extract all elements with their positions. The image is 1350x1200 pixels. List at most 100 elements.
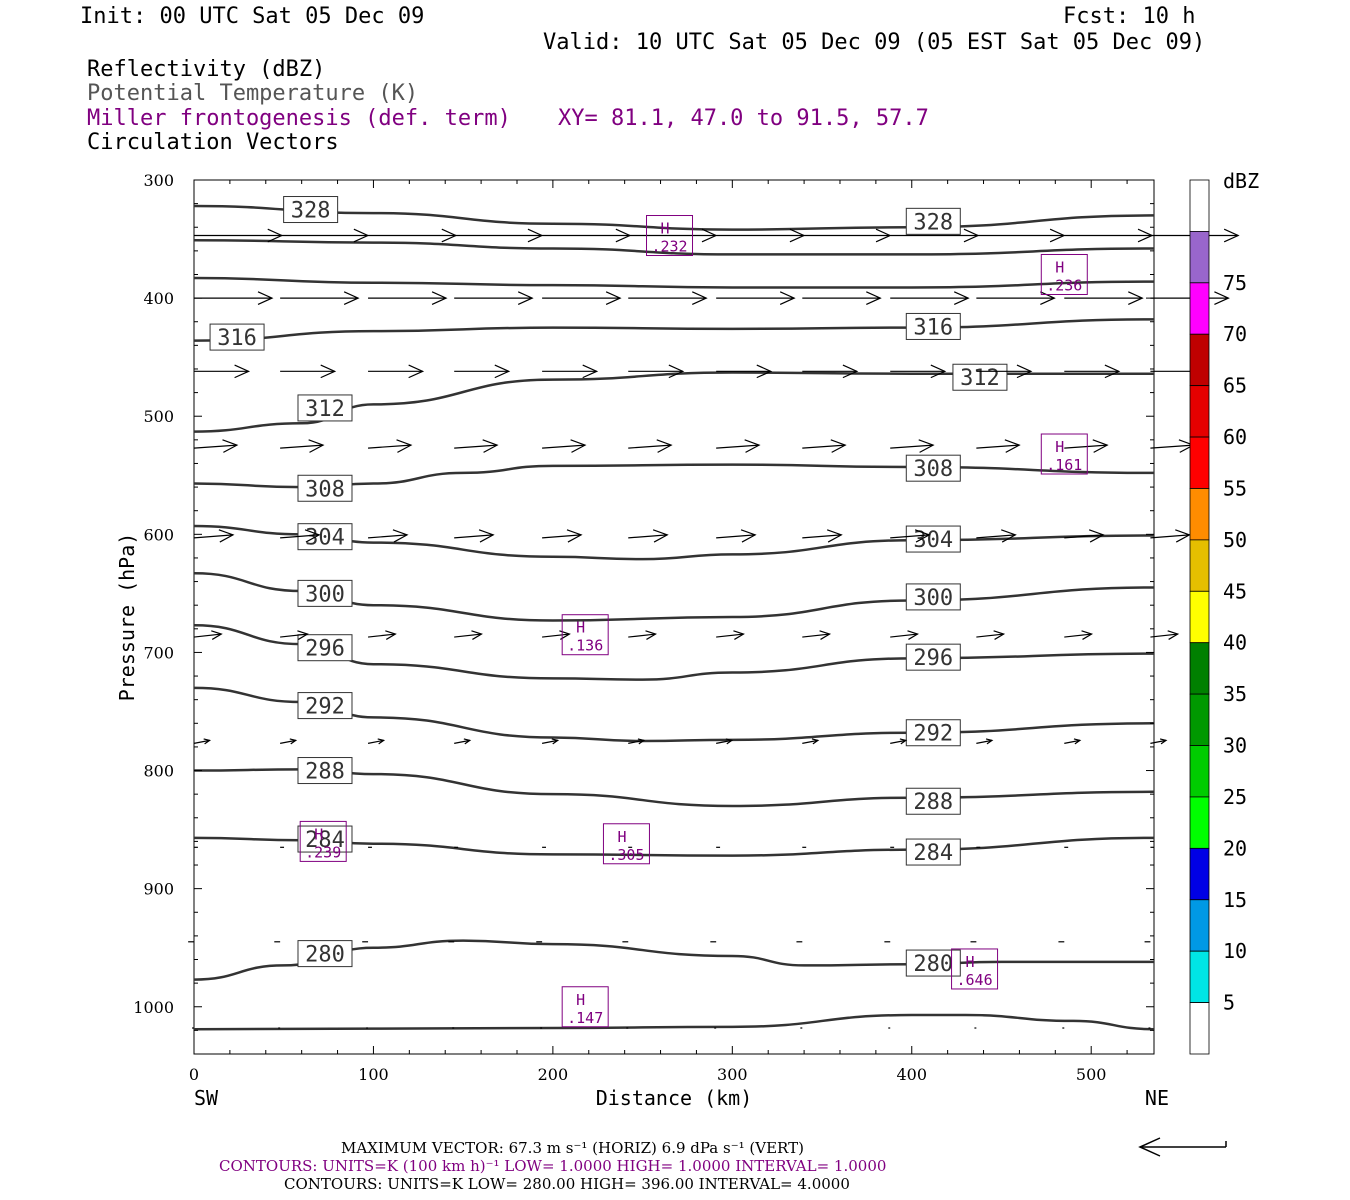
y-tick-label: 500	[143, 407, 174, 426]
circulation-vector	[976, 228, 1066, 243]
vector-head	[1159, 738, 1168, 745]
circulation-vector	[1064, 439, 1109, 453]
isentrope-label: 328	[291, 199, 331, 224]
y-tick-label: 700	[143, 643, 174, 662]
isentrope-label: 328	[913, 210, 953, 235]
vector-head	[701, 228, 718, 243]
frontogenesis-max-box	[1040, 253, 1088, 295]
vector-head	[1073, 738, 1082, 745]
colorbar-swatch	[1189, 847, 1210, 901]
y-tick-label: 300	[143, 171, 174, 190]
vector-head	[211, 630, 223, 640]
colorbar-label: 75	[1223, 271, 1247, 295]
max-vector-note: MAXIMUM VECTOR: 67.3 m s⁻¹ (HORIZ) 6.9 d…	[341, 1139, 804, 1157]
theta-contour-note: CONTOURS: UNITS=K LOW= 280.00 HIGH= 396.…	[284, 1175, 850, 1193]
isentrope-label-box	[297, 579, 353, 607]
colorbar-label: 50	[1223, 528, 1247, 552]
colorbar-label: 20	[1223, 836, 1247, 860]
frontogenesis-max-value: .236	[1046, 276, 1082, 294]
vector-shaft	[193, 534, 234, 539]
colorbar-label: 15	[1223, 888, 1247, 912]
colorbar-swatch	[1189, 590, 1210, 644]
circulation-vector	[280, 738, 298, 745]
vector-head	[1214, 291, 1230, 305]
vector-shaft	[1064, 444, 1108, 449]
vector-head	[1223, 228, 1240, 243]
isentrope-320	[193, 276, 1155, 289]
isentrope-label-box	[283, 196, 339, 224]
circulation-vector	[802, 439, 847, 453]
isentrope-label: 288	[305, 760, 345, 785]
circulation-vector	[454, 630, 483, 640]
colorbar-swatch	[1189, 796, 1210, 849]
frontogenesis-max-label: H	[617, 828, 626, 846]
vector-head	[1088, 529, 1105, 543]
circulation-vector	[890, 439, 935, 453]
circulation-vector	[454, 228, 544, 243]
vector-head	[431, 291, 448, 305]
reference-vector-head	[1138, 1137, 1161, 1157]
vector-shaft	[628, 444, 672, 449]
vector-shaft	[976, 534, 1016, 539]
vector-head	[566, 529, 583, 543]
vector-shaft	[367, 739, 384, 744]
colorbar-label: 45	[1223, 579, 1247, 603]
vector-head	[478, 529, 495, 543]
vector-head	[385, 630, 397, 640]
vector-head	[297, 630, 309, 640]
frontogenesis-max-value: .646	[956, 971, 992, 989]
vector-shaft	[193, 444, 237, 449]
circulation-vector	[716, 439, 761, 453]
vector-head	[218, 529, 235, 543]
vector-head	[1001, 529, 1017, 543]
circulation-vector	[628, 630, 657, 640]
vector-shaft	[890, 534, 930, 539]
endpoint-left: SW	[194, 1086, 219, 1110]
colorbar-label: 35	[1223, 682, 1247, 706]
circulation-vector	[802, 738, 820, 745]
vector-head	[343, 291, 360, 305]
isentrope-label-box	[297, 825, 353, 853]
vector-head	[582, 364, 599, 379]
frontogenesis-max-box	[951, 948, 999, 990]
isentrope-label-box	[905, 787, 961, 815]
x-tick-label: 200	[538, 1065, 569, 1084]
colorbar-swatch	[1189, 899, 1210, 952]
vector-shaft	[542, 444, 586, 449]
frontogenesis-max: H.232	[646, 215, 694, 257]
isentrope-label-box	[905, 583, 961, 611]
vector-shaft	[280, 444, 324, 449]
isentrope-label: 292	[913, 722, 953, 747]
vector-head	[637, 738, 646, 745]
circulation-vector	[1150, 630, 1180, 640]
colorbar-label: 10	[1223, 939, 1247, 963]
cross-section-endpoints: XY= 81.1, 47.0 to 91.5, 57.7	[558, 106, 929, 131]
vector-head	[953, 291, 970, 305]
isentrope-label-box	[905, 207, 961, 235]
vector-head	[392, 529, 409, 543]
frontogenesis-max-label: H	[1055, 438, 1064, 456]
vector-head	[645, 630, 657, 640]
circulation-vector	[976, 738, 994, 745]
colorbar-swatch	[1189, 436, 1210, 489]
vector-head	[1081, 630, 1094, 640]
frontogenesis-max: H.239	[299, 820, 347, 862]
colorbar-label: 55	[1223, 476, 1247, 500]
endpoint-right: NE	[1145, 1086, 1169, 1110]
vector-head	[1167, 630, 1180, 640]
frontogenesis-max-label: H	[661, 220, 670, 238]
x-tick-label: 400	[896, 1065, 927, 1084]
field-reflectivity: Reflectivity (dBZ)	[87, 57, 326, 82]
circulation-vector	[976, 439, 1021, 453]
circulation-vector	[542, 529, 583, 543]
vector-head	[482, 439, 499, 453]
vector-shaft	[1064, 633, 1092, 638]
vector-head	[304, 529, 321, 543]
circulation-vector	[368, 364, 425, 379]
x-axis-label: Distance (km)	[596, 1086, 753, 1110]
frontogenesis-max: H.136	[561, 614, 609, 656]
circulation-vector	[542, 228, 632, 243]
field-potential-temperature: Potential Temperature (K)	[87, 81, 419, 106]
isentrope-label: 304	[305, 526, 345, 551]
vector-head	[779, 291, 796, 305]
